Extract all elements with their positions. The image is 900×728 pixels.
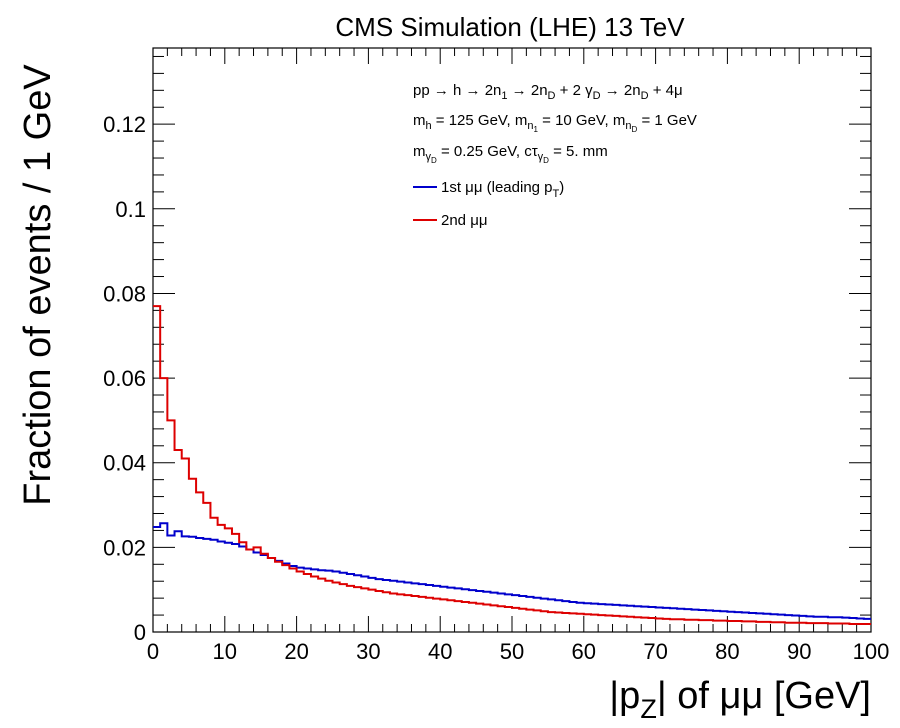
series-layer (153, 305, 871, 625)
y-tick-label: 0.12 (103, 112, 146, 137)
x-tick-label: 10 (213, 639, 237, 664)
y-axis-title: Fraction of events / 1 GeV (17, 64, 59, 506)
x-tick-label: 20 (284, 639, 308, 664)
x-tick-labels: 0 10 20 30 40 50 60 70 80 90 100 (147, 639, 889, 664)
y-tick-label: 0.02 (103, 535, 146, 560)
x-tick-label: 50 (500, 639, 524, 664)
legend: 1st μμ (leading pT) 2nd μμ (413, 179, 564, 229)
x-tick-label: 100 (853, 639, 890, 664)
chart-title: CMS Simulation (LHE) 13 TeV (335, 12, 685, 42)
series-line-2 (153, 305, 871, 625)
legend-label-series-2: 2nd μμ (441, 212, 487, 229)
y-tick-label: 0.08 (103, 281, 146, 306)
x-tick-label: 30 (356, 639, 380, 664)
plot-frame (152, 47, 872, 633)
x-tick-label: 90 (787, 639, 811, 664)
x-tick-label: 60 (572, 639, 596, 664)
y-tick-label: 0.06 (103, 366, 146, 391)
annotations: pp → h → 2n1 → 2nD + 2 γD → 2nD + 4μ mh … (413, 82, 697, 165)
axis-ticks (152, 48, 872, 633)
x-axis-title: |pZ| of μμ [GeV] (609, 675, 871, 724)
y-tick-label: 0.1 (115, 197, 146, 222)
x-tick-label: 70 (643, 639, 667, 664)
annotation-dark-photon: mγD = 0.25 GeV, cτγD = 5. mm (413, 143, 608, 165)
y-tick-label: 0 (134, 620, 146, 645)
annotation-process: pp → h → 2n1 → 2nD + 2 γD → 2nD + 4μ (413, 82, 683, 102)
annotation-masses: mh = 125 GeV, mn1 = 10 GeV, mnD = 1 GeV (413, 112, 697, 134)
y-tick-labels: 0 0.02 0.04 0.06 0.08 0.1 0.12 (103, 112, 146, 645)
y-tick-label: 0.04 (103, 451, 146, 476)
legend-label-series-1: 1st μμ (leading pT) (441, 179, 564, 200)
x-tick-label: 80 (715, 639, 739, 664)
x-tick-label: 40 (428, 639, 452, 664)
x-tick-label: 0 (147, 639, 159, 664)
series-line-1 (153, 522, 871, 620)
